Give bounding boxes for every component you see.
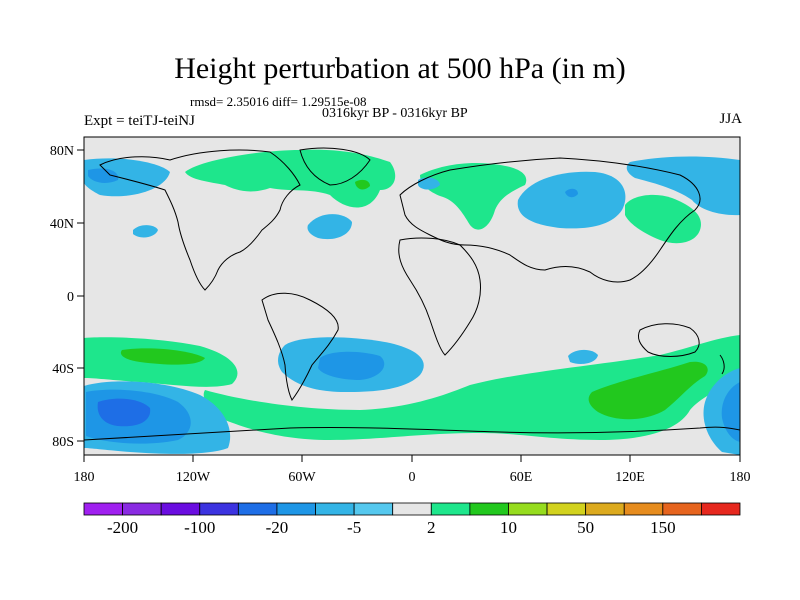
field-eurasia-positive xyxy=(420,163,527,230)
coast-new-zealand xyxy=(719,354,725,375)
colorbar-label: 50 xyxy=(577,518,594,537)
coast-africa xyxy=(398,237,481,356)
colorbar-label: 150 xyxy=(650,518,676,537)
colorbar-box xyxy=(237,502,278,516)
map-field-layer xyxy=(84,137,740,455)
colorbar-box xyxy=(701,502,741,516)
colorbar-box xyxy=(623,502,664,516)
field-north-america-positive xyxy=(185,149,396,208)
x-tick-label: 60E xyxy=(510,470,533,485)
y-tick-label: 0 xyxy=(67,290,74,305)
coast-europe-asia xyxy=(399,157,701,283)
coast-australia xyxy=(637,323,700,357)
coast-north-america xyxy=(99,149,301,291)
x-tick-label: 180 xyxy=(730,470,751,485)
field-south-pacific-negative-core xyxy=(97,398,151,427)
y-tick-label: 40S xyxy=(52,362,74,377)
y-tick-label: 80N xyxy=(50,144,74,159)
field-south-atlantic-core xyxy=(318,351,385,380)
colorbar-box xyxy=(83,502,123,516)
field-southeast-pacific-core xyxy=(721,382,740,442)
colorbar-label: 10 xyxy=(500,518,517,537)
x-tick-labels: 180 120W 60W 0 60E 120E 180 xyxy=(74,470,751,485)
y-ticks xyxy=(77,149,84,442)
colorbar-box xyxy=(430,502,471,516)
coast-antarctica xyxy=(84,426,740,441)
experiment-label: Expt = teiTJ-teiNJ xyxy=(84,113,195,129)
field-east-asia-positive xyxy=(625,194,701,244)
coastlines xyxy=(84,147,740,441)
colorbar xyxy=(83,502,741,516)
field-pacific-small-negative xyxy=(133,225,158,238)
field-central-asia-core xyxy=(565,188,578,198)
colorbar-box xyxy=(546,502,587,516)
x-tick-label: 180 xyxy=(74,470,95,485)
colorbar-box xyxy=(508,502,548,516)
season-label: JJA xyxy=(719,111,742,127)
colorbar-box xyxy=(469,502,509,516)
field-north-pacific-east xyxy=(626,156,740,216)
colorbar-box xyxy=(392,502,432,516)
colorbar-box xyxy=(353,502,394,516)
colorbar-box xyxy=(662,502,702,516)
field-central-asia-negative xyxy=(517,171,626,229)
colorbar-box xyxy=(585,502,625,516)
x-tick-label: 120W xyxy=(176,470,211,485)
y-tick-labels: 80N 40N 0 40S 80S xyxy=(50,144,74,450)
coast-south-america xyxy=(261,292,339,401)
colorbar-box xyxy=(160,502,201,516)
x-tick-label: 60W xyxy=(288,470,316,485)
colorbar-box xyxy=(122,502,162,516)
colorbar-box xyxy=(199,502,239,516)
colorbar-label: -20 xyxy=(266,518,289,537)
colorbar-box xyxy=(315,502,355,516)
field-north-atlantic-negative xyxy=(307,214,352,240)
period-text: 0316kyr BP - 0316kyr BP xyxy=(322,106,468,121)
colorbar-label: 2 xyxy=(427,518,436,537)
coast-greenland xyxy=(299,147,371,186)
y-tick-label: 80S xyxy=(52,435,74,450)
field-europe-small-negative xyxy=(418,177,440,190)
x-tick-label: 0 xyxy=(409,470,416,485)
field-indian-ocean-negative xyxy=(568,349,598,364)
field-greenland-core xyxy=(355,179,370,190)
colorbar-labels: -200 -100 -20 -5 2 10 50 150 xyxy=(107,518,676,537)
x-ticks xyxy=(83,455,741,462)
field-southern-ocean-core xyxy=(588,361,708,420)
plot-title: Height perturbation at 500 hPa (in m) xyxy=(174,52,626,85)
colorbar-box xyxy=(276,502,316,516)
colorbar-label: -5 xyxy=(347,518,361,537)
x-tick-label: 120E xyxy=(615,470,645,485)
colorbar-label: -100 xyxy=(184,518,215,537)
y-tick-label: 40N xyxy=(50,217,74,232)
colorbar-label: -200 xyxy=(107,518,138,537)
field-north-pacific-west-core xyxy=(88,168,119,183)
field-north-pacific-west xyxy=(84,158,170,197)
stats-text: rmsd= 2.35016 diff= 1.29515e-08 xyxy=(190,94,367,109)
field-south-pacific-positive-core xyxy=(120,348,205,365)
